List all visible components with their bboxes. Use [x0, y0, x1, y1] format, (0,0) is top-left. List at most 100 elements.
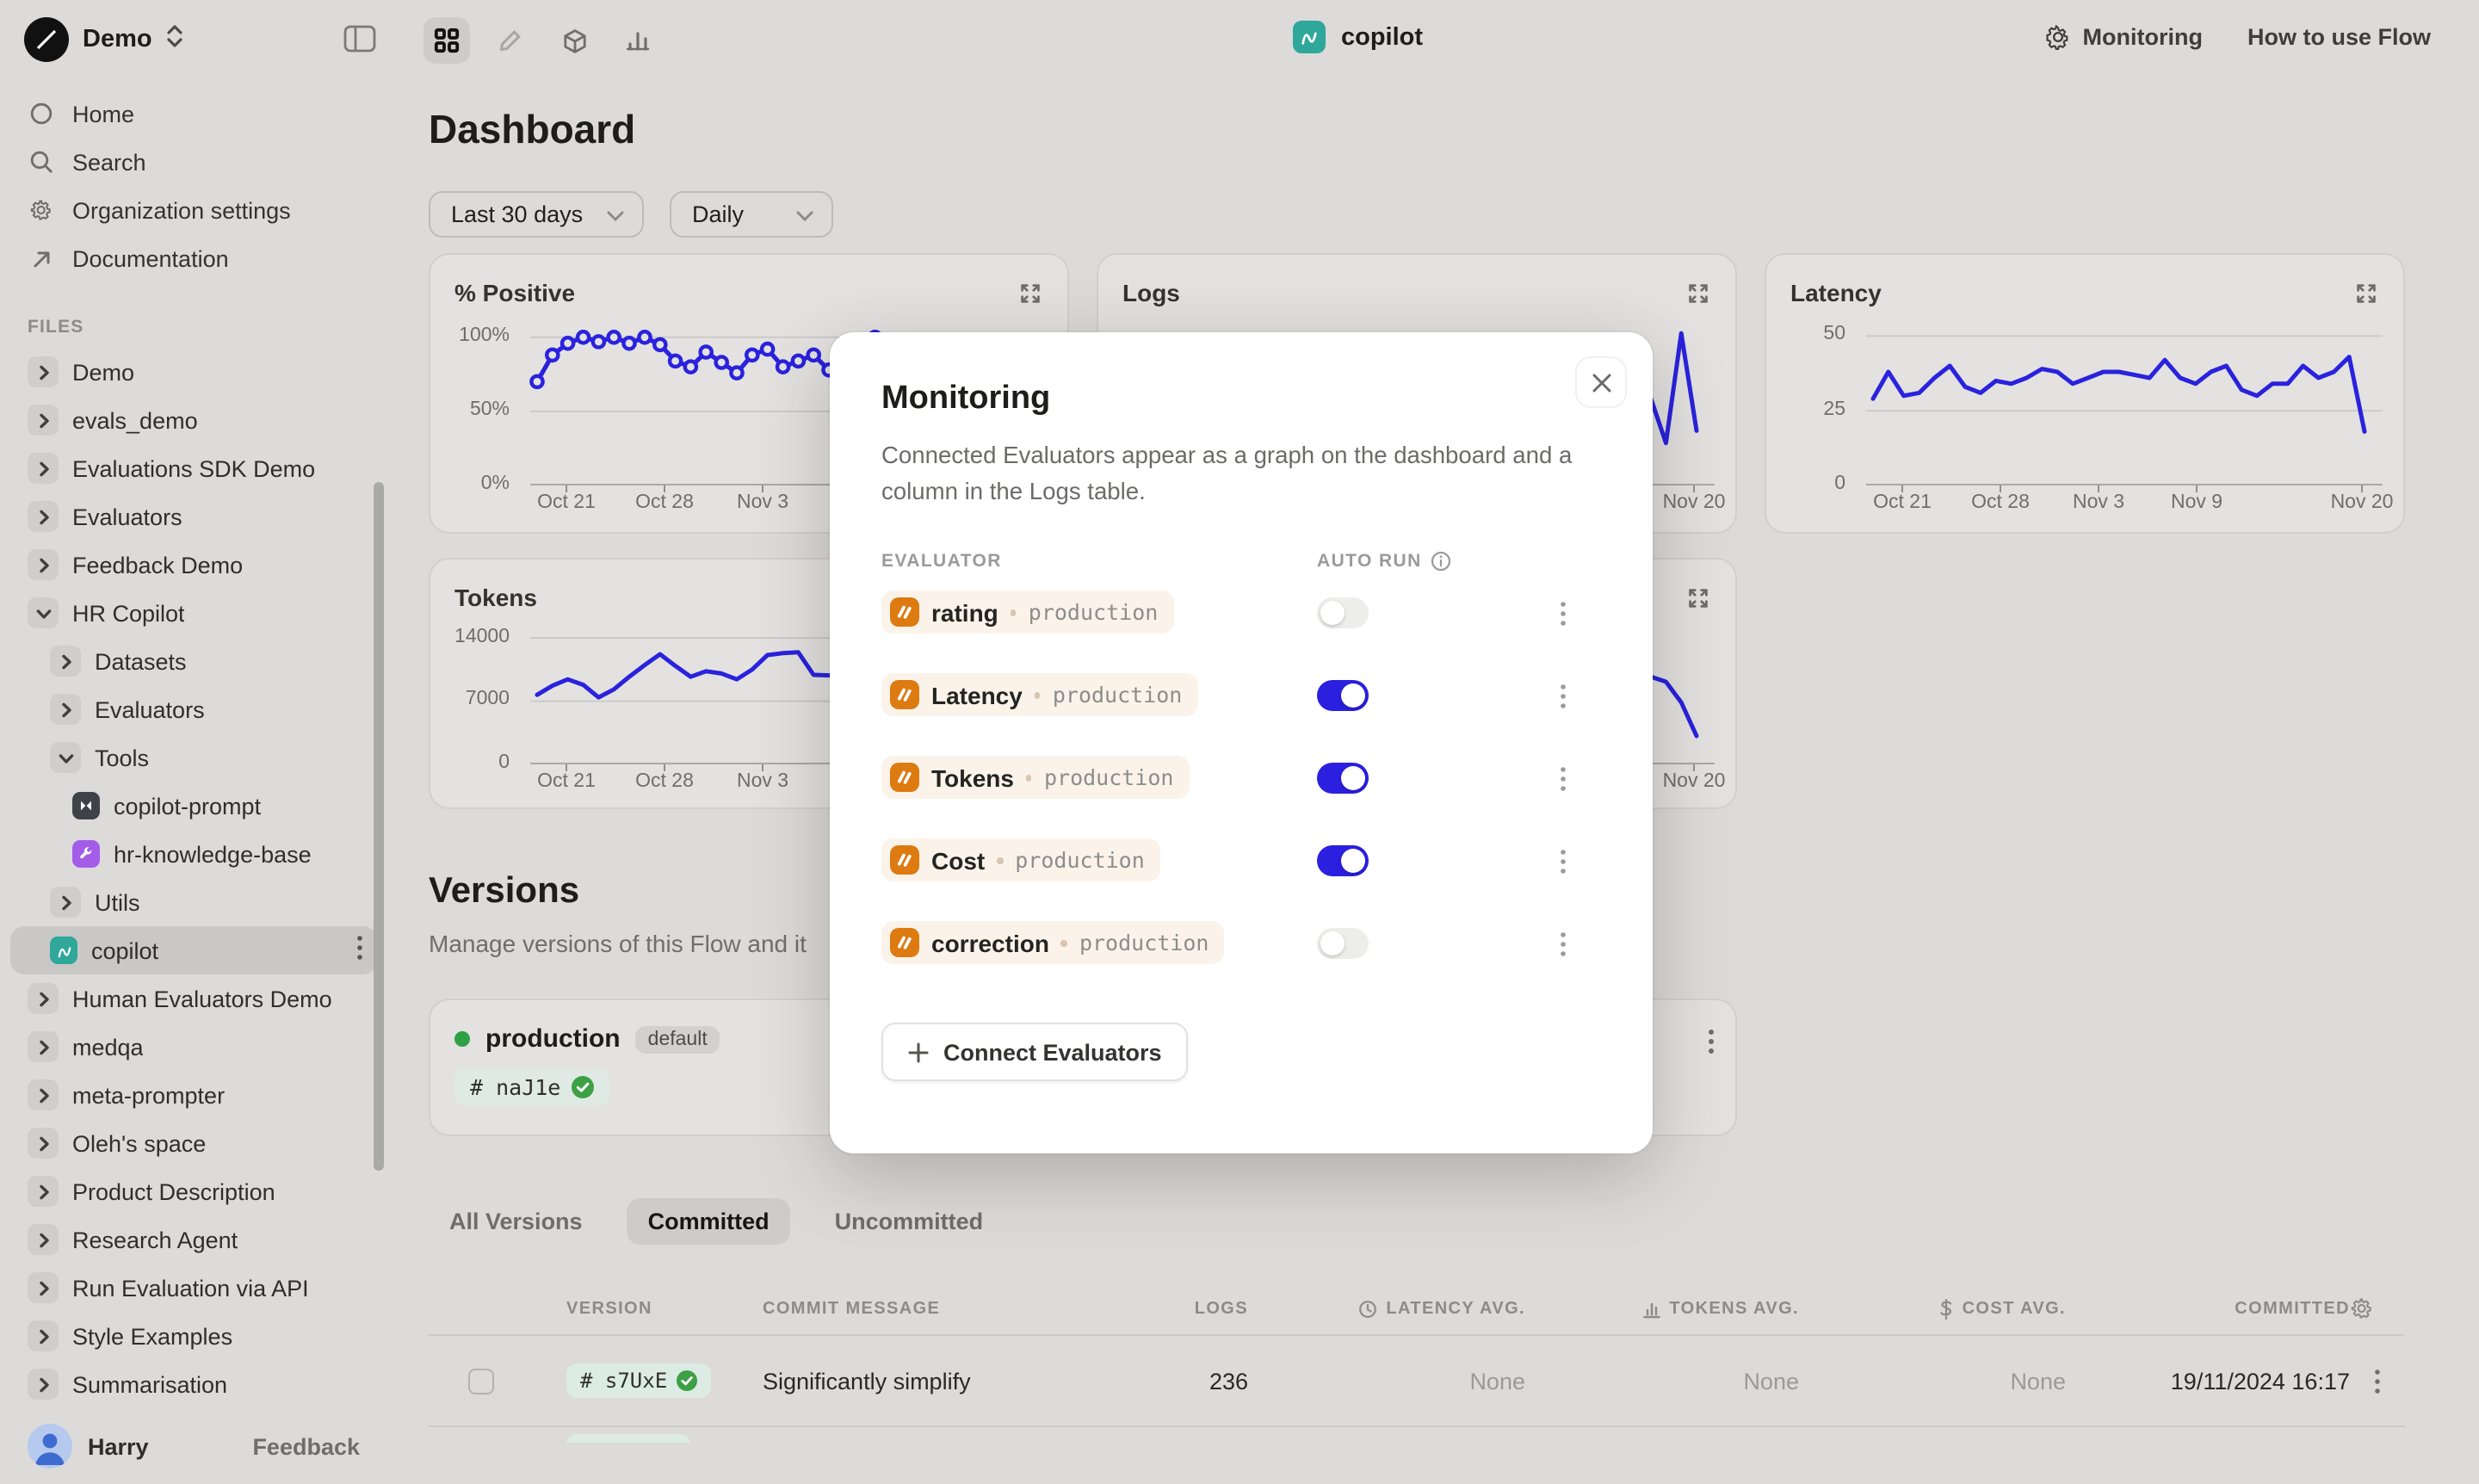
- tree-item-evals-demo[interactable]: evals_demo: [10, 396, 377, 444]
- chevron-right-icon[interactable]: [28, 453, 59, 484]
- kebab-menu-icon[interactable]: [1560, 849, 1601, 875]
- table-settings-icon[interactable]: [2350, 1283, 2405, 1334]
- chevron-right-icon[interactable]: [28, 549, 59, 580]
- autorun-toggle-correction[interactable]: [1317, 928, 1369, 960]
- info-icon[interactable]: [1431, 552, 1451, 572]
- bar-chart-icon: [1641, 1299, 1660, 1318]
- version-pill[interactable]: # s7UxE: [566, 1363, 711, 1398]
- y-axis-labels: 0 25 50: [1823, 324, 1845, 494]
- connect-evaluators-button[interactable]: Connect Evaluators: [881, 1023, 1188, 1082]
- expand-icon[interactable]: [1685, 584, 1711, 610]
- evaluator-pill[interactable]: rating production: [881, 591, 1174, 634]
- chevron-down-icon[interactable]: [50, 742, 81, 773]
- autorun-toggle-latency[interactable]: [1317, 680, 1369, 712]
- row-menu-kebab-icon[interactable]: [2374, 1368, 2381, 1394]
- evaluator-pill[interactable]: correction production: [881, 921, 1225, 965]
- evaluator-icon: [890, 763, 919, 793]
- evaluator-pill[interactable]: Tokens production: [881, 756, 1190, 800]
- tree-item-datasets[interactable]: Datasets: [10, 637, 377, 685]
- date-range-select[interactable]: Last 30 days: [429, 191, 644, 238]
- column-header-latency-avg: LATENCY AVG.: [1248, 1283, 1525, 1334]
- row-checkbox[interactable]: [468, 1368, 494, 1394]
- monitoring-button[interactable]: Monitoring: [2045, 24, 2203, 50]
- sidebar-item-organization-settings[interactable]: Organization settings: [0, 186, 387, 234]
- kebab-menu-icon[interactable]: [1560, 931, 1601, 957]
- chevron-updown-icon: [166, 22, 185, 58]
- how-to-use-flow-link[interactable]: How to use Flow: [2247, 24, 2431, 50]
- tree-item-product-description[interactable]: Product Description: [10, 1167, 377, 1215]
- metrics-bar-chart-icon[interactable]: [615, 17, 661, 64]
- tree-item-run-evaluation-via-api[interactable]: Run Evaluation via API: [10, 1264, 377, 1312]
- chevron-right-icon[interactable]: [28, 1128, 59, 1159]
- dashboard-grid-icon[interactable]: [423, 17, 470, 64]
- tree-item-summarisation[interactable]: Summarisation: [10, 1360, 377, 1408]
- plot-area: [1866, 315, 2383, 503]
- tree-item-feedback-demo[interactable]: Feedback Demo: [10, 541, 377, 589]
- tree-item-evaluations-sdk-demo[interactable]: Evaluations SDK Demo: [10, 444, 377, 492]
- tree-item-oleh-s-space[interactable]: Oleh's space: [10, 1119, 377, 1167]
- autorun-toggle-cost[interactable]: [1317, 845, 1369, 877]
- table-row-partial: [429, 1427, 2405, 1443]
- tree-item-utils[interactable]: Utils: [10, 878, 377, 926]
- chevron-right-icon[interactable]: [28, 1176, 59, 1207]
- close-icon[interactable]: [1575, 356, 1627, 408]
- evaluator-pill[interactable]: Cost production: [881, 838, 1160, 882]
- tab-uncommitted[interactable]: Uncommitted: [834, 1209, 984, 1234]
- tree-item-hr-copilot[interactable]: HR Copilot: [10, 589, 377, 637]
- expand-icon[interactable]: [1685, 280, 1711, 306]
- chevron-right-icon[interactable]: [28, 405, 59, 436]
- tree-item-tools[interactable]: Tools: [10, 733, 377, 782]
- chevron-right-icon[interactable]: [28, 1369, 59, 1400]
- tree-item-style-examples[interactable]: Style Examples: [10, 1312, 377, 1360]
- chevron-right-icon[interactable]: [28, 356, 59, 387]
- tree-item-demo[interactable]: Demo: [10, 348, 377, 396]
- edit-pencil-icon[interactable]: [487, 17, 534, 64]
- deploy-cube-icon[interactable]: [551, 17, 597, 64]
- chevron-right-icon[interactable]: [28, 1079, 59, 1110]
- autorun-toggle-tokens[interactable]: [1317, 763, 1369, 795]
- sidebar-item-documentation[interactable]: Documentation: [0, 234, 387, 282]
- tree-item-evaluators[interactable]: Evaluators: [10, 492, 377, 541]
- sidebar-scrollbar[interactable]: [374, 482, 384, 1171]
- chevron-right-icon[interactable]: [50, 646, 81, 677]
- kebab-menu-icon[interactable]: [356, 935, 363, 966]
- tree-item-copilot-prompt[interactable]: copilot-prompt: [10, 782, 377, 830]
- chevron-right-icon[interactable]: [28, 1031, 59, 1062]
- evaluator-pill[interactable]: Latency production: [881, 673, 1198, 717]
- kebab-menu-icon[interactable]: [1560, 683, 1601, 709]
- version-hash-pill[interactable]: # naJ1e: [454, 1069, 609, 1105]
- tab-all-versions[interactable]: All Versions: [449, 1209, 583, 1234]
- tree-item-meta-prompter[interactable]: meta-prompter: [10, 1071, 377, 1119]
- table-row[interactable]: # s7UxE Significantly simplify 236 None None…: [429, 1336, 2405, 1425]
- evaluator-icon: [890, 597, 919, 628]
- autorun-toggle-rating[interactable]: [1317, 597, 1369, 629]
- granularity-select[interactable]: Daily: [670, 191, 833, 238]
- chevron-right-icon[interactable]: [28, 1320, 59, 1351]
- tree-item-hr-knowledge-base[interactable]: hr-knowledge-base: [10, 830, 377, 878]
- chevron-right-icon[interactable]: [28, 1224, 59, 1255]
- chevron-right-icon[interactable]: [50, 887, 81, 918]
- chevron-right-icon[interactable]: [28, 1272, 59, 1303]
- tree-item-medqa[interactable]: medqa: [10, 1023, 377, 1071]
- kebab-menu-icon[interactable]: [1560, 766, 1601, 792]
- tab-committed[interactable]: Committed: [627, 1198, 790, 1245]
- expand-icon[interactable]: [2353, 280, 2379, 306]
- tree-item-copilot[interactable]: copilot: [10, 926, 377, 974]
- feedback-button[interactable]: Feedback: [252, 1433, 360, 1459]
- kebab-menu-icon[interactable]: [1560, 601, 1601, 627]
- sidebar-collapse-button[interactable]: [341, 24, 379, 59]
- line-chart: 0 25 50 Oct 21 Oct 28 Nov 3 Nov 9 Nov 20: [1790, 315, 2393, 516]
- chevron-down-icon[interactable]: [28, 597, 59, 628]
- kebab-menu-icon[interactable]: [1708, 1028, 1715, 1064]
- avatar[interactable]: [28, 1424, 72, 1469]
- tree-item-evaluators[interactable]: Evaluators: [10, 685, 377, 733]
- chevron-right-icon[interactable]: [50, 694, 81, 725]
- workspace-switcher[interactable]: Demo: [24, 17, 185, 62]
- tree-item-human-evaluators-demo[interactable]: Human Evaluators Demo: [10, 974, 377, 1023]
- chevron-right-icon[interactable]: [28, 501, 59, 532]
- sidebar-item-search[interactable]: Search: [0, 138, 387, 186]
- sidebar-item-home[interactable]: Home: [0, 90, 387, 138]
- chevron-right-icon[interactable]: [28, 983, 59, 1014]
- expand-icon[interactable]: [1017, 280, 1043, 306]
- tree-item-research-agent[interactable]: Research Agent: [10, 1215, 377, 1264]
